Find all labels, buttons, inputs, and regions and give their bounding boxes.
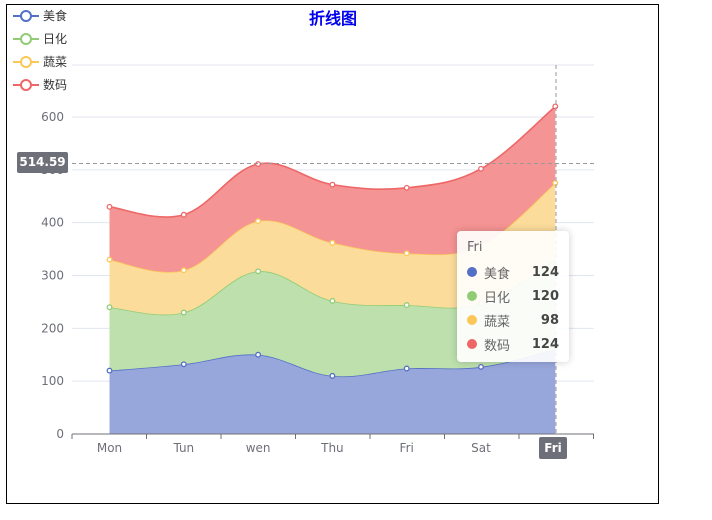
tooltip-series-value: 124 — [531, 336, 559, 352]
x-tick-label: Thu — [320, 441, 344, 455]
crosshair-x-label-bg — [539, 437, 567, 459]
tooltip: Fri 美食 124 日化 120 蔬菜 98 数码 124 — [457, 231, 569, 362]
data-point[interactable] — [478, 165, 484, 172]
chart-title: 折线图 — [309, 9, 357, 28]
data-point[interactable] — [180, 309, 187, 316]
series-color-dot — [467, 267, 477, 277]
data-point[interactable] — [255, 351, 262, 358]
legend-marker — [20, 79, 32, 91]
tooltip-row: 数码 124 — [467, 332, 559, 356]
legend-item-label[interactable]: 数码 — [43, 77, 67, 92]
tooltip-title: Fri — [467, 240, 483, 255]
data-point[interactable] — [403, 184, 410, 191]
data-point[interactable] — [552, 180, 559, 187]
area-日化 — [109, 259, 556, 377]
legend-item-label[interactable]: 美食 — [43, 8, 67, 23]
tooltip-row: 美食 124 — [467, 260, 559, 284]
data-point[interactable] — [329, 297, 336, 304]
x-tick-label: Mon — [97, 441, 122, 455]
y-tick-label: 400 — [41, 216, 64, 230]
data-point[interactable] — [106, 203, 113, 210]
series-color-dot — [467, 339, 477, 349]
data-point[interactable] — [106, 256, 113, 263]
y-tick-label: 0 — [56, 427, 64, 441]
x-tick-label: wen — [246, 441, 271, 455]
crosshair-x-label: Fri — [544, 441, 561, 455]
stacked-areas — [109, 105, 556, 434]
data-point[interactable] — [255, 218, 262, 225]
tooltip-series-value: 120 — [531, 288, 559, 304]
tooltip-series-name: 美食 — [484, 266, 511, 282]
crosshair: 514.59 Fri — [17, 65, 594, 459]
x-tick-label: Fri — [400, 441, 414, 455]
x-tick-label: Tun — [172, 441, 194, 455]
data-point[interactable] — [329, 372, 336, 379]
data-point[interactable] — [478, 363, 484, 370]
tooltip-series-name: 数码 — [484, 338, 511, 354]
data-point[interactable] — [180, 267, 187, 274]
y-tick-label: 600 — [41, 110, 64, 124]
crosshair-y-label-bg — [17, 152, 68, 173]
legend-item-label[interactable]: 蔬菜 — [43, 55, 67, 69]
area-美食 — [109, 349, 556, 434]
area-数码 — [109, 106, 556, 272]
data-point[interactable] — [329, 181, 336, 188]
data-point[interactable] — [403, 302, 410, 309]
y-tick-label: 100 — [41, 374, 64, 388]
data-point[interactable] — [329, 239, 336, 246]
legend-item-label[interactable]: 日化 — [43, 32, 67, 46]
series-color-dot — [467, 315, 477, 325]
x-tick-label: Sat — [471, 441, 491, 455]
tooltip-row: 蔬菜 98 — [467, 308, 559, 332]
area-蔬菜 — [109, 183, 556, 315]
data-point[interactable] — [106, 367, 113, 374]
legend-marker — [20, 56, 32, 68]
data-point[interactable] — [180, 361, 187, 368]
tooltip-series-value: 124 — [531, 264, 559, 280]
tooltip-series-value: 98 — [540, 312, 559, 328]
data-point[interactable] — [180, 211, 187, 218]
data-point[interactable] — [403, 365, 410, 372]
data-point[interactable] — [106, 304, 113, 311]
data-point[interactable] — [255, 268, 262, 275]
tooltip-series-name: 日化 — [484, 290, 511, 306]
y-tick-label: 200 — [41, 321, 64, 335]
tooltip-series-name: 蔬菜 — [484, 314, 511, 330]
data-point[interactable] — [255, 161, 262, 167]
crosshair-y-label: 514.59 — [19, 155, 65, 169]
series-color-dot — [467, 291, 477, 301]
tooltip-row: 日化 120 — [467, 284, 559, 308]
legend-marker — [20, 10, 32, 22]
legend-marker — [20, 33, 32, 45]
data-point[interactable] — [403, 250, 410, 257]
y-tick-label: 300 — [41, 269, 64, 283]
data-point[interactable] — [552, 103, 559, 110]
